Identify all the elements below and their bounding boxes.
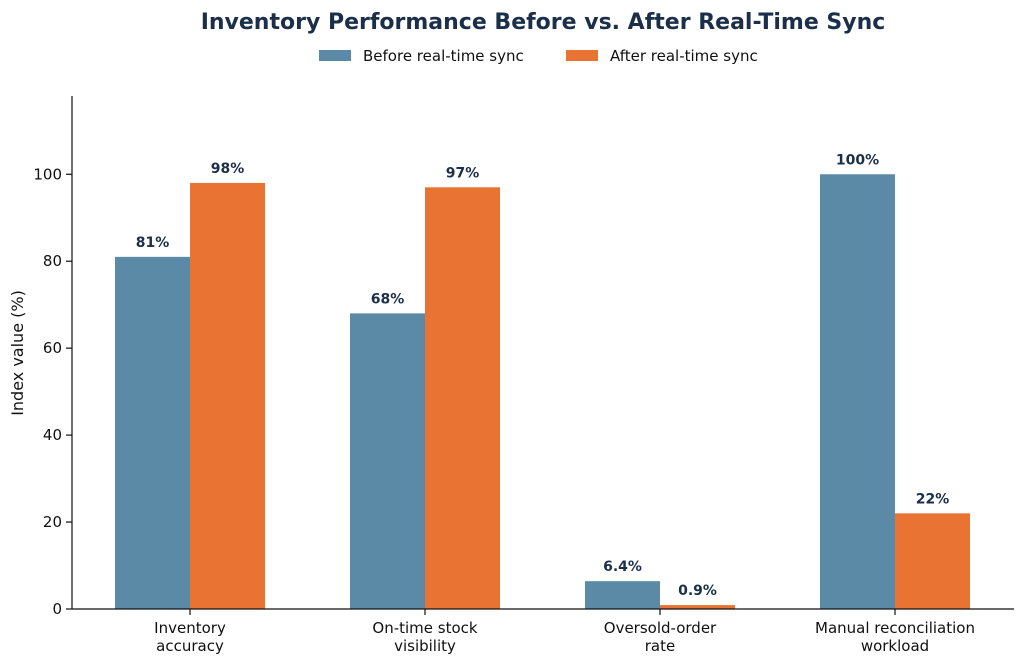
data-labels-group: 81% 68% 6.4% 100% 98% 97% 0.9% 22% [136,152,950,599]
x-tick-label: visibility [394,637,456,655]
y-tick-label: 0 [52,600,62,618]
y-axis-label: Index value (%) [8,290,27,416]
bar-before-1 [350,313,425,609]
x-tick-label: On-time stock [372,619,478,637]
legend-label: Before real-time sync [363,47,524,65]
data-label: 0.9% [678,583,717,599]
x-tick-label: Inventory [154,619,226,637]
bar-before-0 [115,256,190,609]
bar-after-0 [190,182,265,609]
bar-after-1 [425,187,500,609]
data-label: 6.4% [603,559,642,575]
x-tick-label: Manual reconciliation [815,619,975,637]
y-tick-label: 80 [43,252,62,270]
legend-swatch [566,50,598,61]
data-label: 97% [446,165,480,181]
chart-legend: Before real-time sync After real-time syn… [319,47,758,65]
data-label: 68% [371,291,405,307]
y-ticks-group: 0 20 40 60 80 100 [33,165,72,618]
legend-item-before: Before real-time sync [319,47,524,65]
bar-after-2 [660,605,735,609]
y-tick-label: 100 [33,165,62,183]
data-label: 100% [836,152,879,168]
x-tick-label: rate [645,637,675,655]
data-label: 98% [211,161,245,177]
bar-before-2 [585,581,660,609]
y-tick-label: 40 [43,426,62,444]
legend-label: After real-time sync [610,47,758,65]
legend-item-after: After real-time sync [566,47,758,65]
x-tick-label: workload [861,637,929,655]
y-tick-label: 60 [43,339,62,357]
x-tick-label: accuracy [156,637,224,655]
data-label: 22% [916,491,950,507]
bars-group [115,174,970,609]
legend-swatch [319,50,351,61]
x-tick-label: Oversold-order [604,619,717,637]
bar-before-3 [820,174,895,609]
y-tick-label: 20 [43,513,62,531]
bar-after-3 [895,513,970,609]
data-label: 81% [136,235,170,251]
chart-title: Inventory Performance Before vs. After R… [201,10,886,35]
